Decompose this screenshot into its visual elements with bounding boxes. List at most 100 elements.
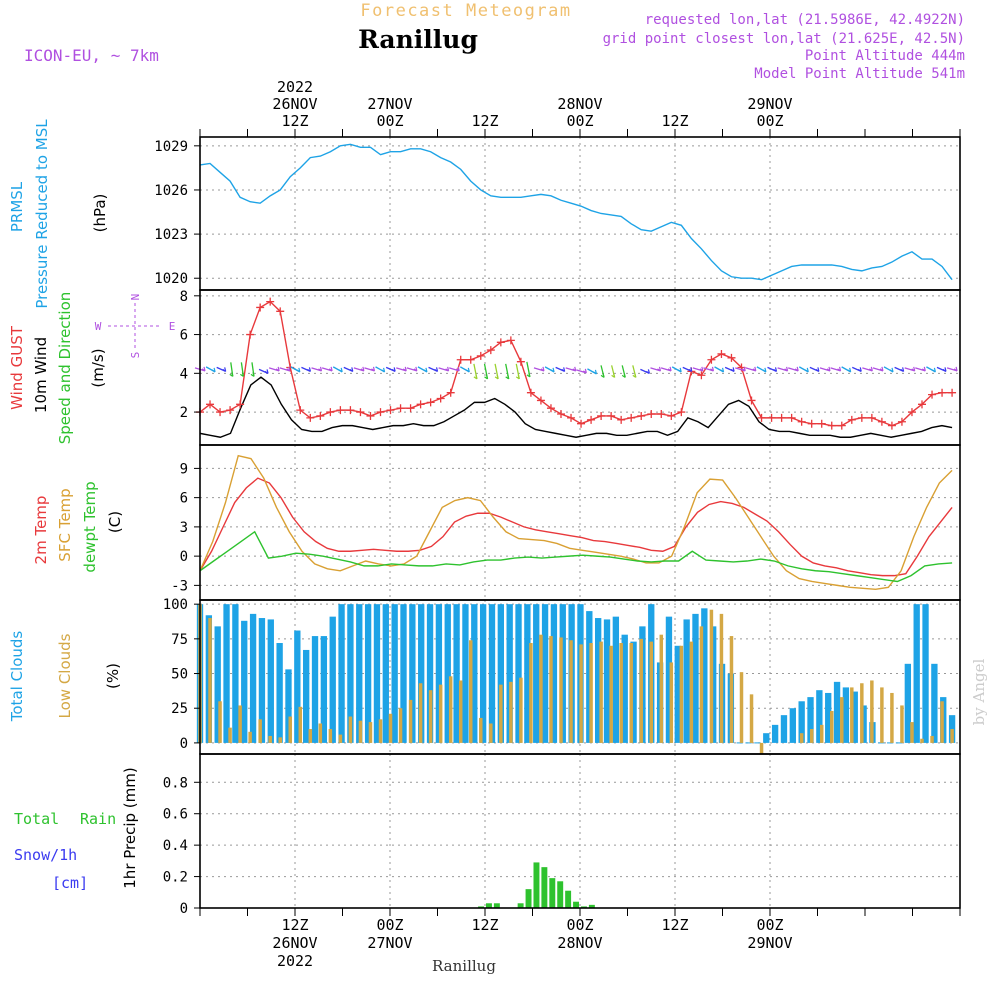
wind-direction-arrowhead [667,366,672,372]
gust-marker [346,406,355,415]
gust-marker [938,388,947,397]
low-clouds-bar [248,731,252,743]
gust-marker [456,355,465,364]
low-clouds-bar [639,638,643,743]
total-clouds-bar [904,663,912,743]
wind-direction-arrowhead [211,367,216,373]
pressure-line [199,143,953,281]
top-time-label: 2022 [277,78,313,96]
y-tick-label: 0 [180,901,188,917]
wind-gust-line [199,300,953,427]
wind-direction-arrowhead [338,367,343,373]
gust-marker [306,413,315,422]
grid-point: grid point closest lon,lat (21.625E, 42.… [603,31,965,47]
total-clouds-bar [816,690,823,743]
total-clouds-bar [462,604,469,743]
rain-bar [517,903,524,908]
wind-direction-arrowhead [600,373,605,378]
gust-marker [657,410,666,418]
y-tick-label: 0.6 [163,807,188,823]
gust-marker [647,410,656,418]
total-clouds-bar [471,604,478,743]
low-clouds-bar [689,641,694,743]
total-clouds-bar [789,708,796,743]
wind-direction-arrowhead [911,366,916,372]
precip-axis-label: 1hr Precip (mm) [121,767,139,888]
gust-marker [386,406,395,415]
low-clouds-bar [669,662,674,743]
wind-direction-arrowhead [869,366,873,372]
total-clouds-bar [710,626,717,743]
total-clouds-bar [780,715,788,743]
bottom-time-label: 12Z [471,916,498,934]
gust-marker [336,406,345,415]
y-tick-label: 0.8 [163,775,188,791]
gust-marker [807,419,816,428]
total-clouds-bar [842,687,850,743]
wind-direction-arrowhead [550,367,555,373]
gust-marker [406,404,415,413]
gust-marker [577,419,586,428]
top-time-label: 00Z [376,112,403,130]
wind-direction-arrowhead [953,366,958,372]
wind-direction-arrowhead [286,366,291,372]
low-clouds-bar [549,636,553,743]
gust-marker [296,406,305,415]
sfc-temp-line [199,454,953,590]
wind-panel-frame [199,289,961,446]
wind-direction-arrowhead [455,366,460,372]
wind-unit: (m/s) [89,348,107,387]
low-clouds-bar [238,705,242,743]
gust-marker [316,411,325,420]
wind-direction-arrowhead [889,367,894,373]
wind-direction-arrowhead [632,373,637,378]
gust-marker [677,408,686,417]
compass-east: E [169,320,176,333]
top-time-label: 26NOV [272,95,317,113]
total-clouds-bar [223,604,230,743]
low-clouds-bar [910,722,914,743]
gust-marker [376,408,385,417]
wind-label-2: 10m Wind [32,337,50,413]
y-tick-label: 2 [180,405,188,421]
y-tick-label: 4 [180,366,188,382]
total-clouds-bar [771,724,779,743]
wind-direction-arrowhead [275,366,280,372]
top-time-label: 00Z [756,112,783,130]
low-clouds-bar [448,676,453,743]
total-clouds-bar [400,604,407,743]
low-clouds-bar [890,692,894,743]
y-tick-label: 0 [180,549,188,565]
total-clouds-bar [232,604,239,743]
wind-direction-arrowhead [229,372,234,377]
low-clouds-bar [629,643,633,743]
gust-marker [707,355,716,364]
low-clouds-bar [539,634,543,743]
low-clouds-bar [338,734,343,743]
rain-bar [557,881,564,908]
wind-label-1: Wind GUST [8,325,26,410]
low-clouds-bar [809,729,814,743]
total-clouds-bar [488,604,496,743]
wind-direction-arrowhead [561,367,566,372]
y-tick-label: 75 [171,632,188,648]
precip-snow-label: Snow/1h [14,846,77,864]
wind-direction-arrowhead [657,366,662,372]
bottom-time-label: 00Z [756,916,783,934]
y-tick-label: 1029 [154,139,188,155]
compass-rose: N S W E [95,294,176,359]
gust-marker [767,413,776,422]
gust-marker [928,390,937,399]
gust-marker [877,417,886,426]
gust-marker [206,400,215,409]
bottom-time-label: 28NOV [557,934,602,952]
total-clouds-bar [347,604,354,743]
y-tick-label: 6 [180,491,188,507]
requested-point: requested lon,lat (21.5986E, 42.4922N) [645,12,965,28]
low-clouds-bar [268,735,272,743]
gust-marker [506,336,515,345]
low-clouds-bar [388,713,393,743]
wind-direction-arrowhead [621,373,626,378]
bottom-time-label: 27NOV [367,934,412,952]
